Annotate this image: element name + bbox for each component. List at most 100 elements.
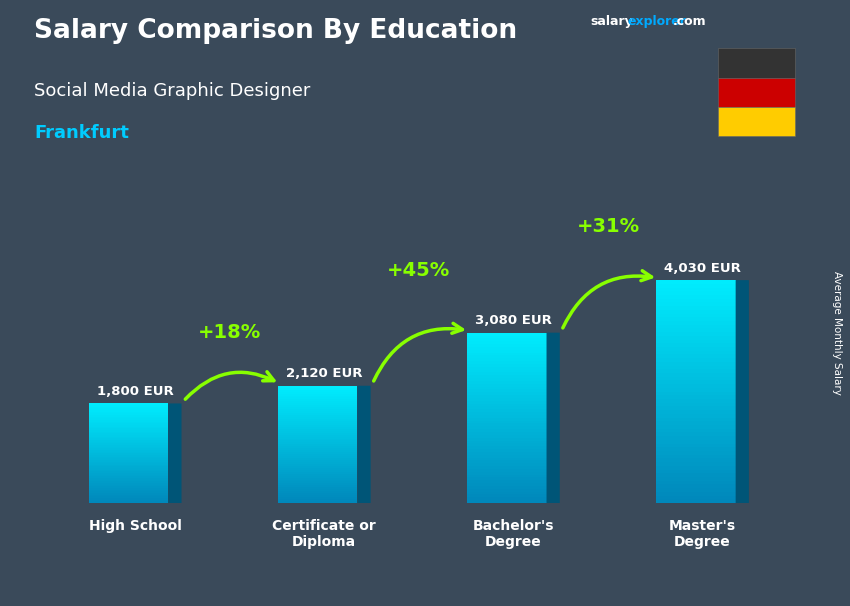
Bar — [278, 411, 357, 413]
Text: +18%: +18% — [198, 323, 261, 342]
Bar — [89, 485, 168, 487]
Bar — [89, 413, 168, 415]
Bar — [656, 447, 735, 451]
Bar — [656, 473, 735, 477]
Bar — [278, 482, 357, 484]
Bar — [278, 448, 357, 450]
Bar — [656, 391, 735, 395]
Bar — [468, 398, 547, 401]
Bar — [278, 421, 357, 423]
Bar — [89, 476, 168, 478]
Bar — [89, 447, 168, 448]
Bar — [468, 435, 547, 438]
Bar — [656, 377, 735, 381]
Bar — [89, 425, 168, 427]
Bar — [278, 484, 357, 485]
Bar — [656, 421, 735, 425]
Bar — [89, 450, 168, 451]
Bar — [89, 433, 168, 435]
Bar — [89, 430, 168, 431]
Bar — [89, 465, 168, 467]
Bar — [468, 370, 547, 373]
Bar — [278, 417, 357, 419]
Bar — [89, 440, 168, 442]
Text: High School: High School — [88, 519, 182, 533]
Bar — [656, 328, 735, 332]
Bar — [656, 395, 735, 399]
Bar — [468, 446, 547, 449]
Bar — [656, 365, 735, 369]
Bar — [89, 488, 168, 490]
Bar — [468, 458, 547, 461]
Bar — [89, 474, 168, 476]
Bar — [656, 310, 735, 313]
Bar — [89, 405, 168, 407]
Bar — [656, 484, 735, 488]
Bar — [89, 438, 168, 440]
Bar — [278, 425, 357, 427]
Bar — [89, 498, 168, 500]
Bar — [89, 445, 168, 447]
Bar — [278, 489, 357, 491]
Bar — [656, 488, 735, 492]
Bar — [278, 454, 357, 456]
Bar — [278, 501, 357, 503]
Bar — [656, 362, 735, 365]
Bar — [468, 358, 547, 361]
Bar — [89, 456, 168, 458]
Bar — [468, 427, 547, 429]
Bar — [656, 288, 735, 291]
Text: 1,800 EUR: 1,800 EUR — [97, 385, 173, 398]
Bar — [656, 280, 735, 284]
Bar — [278, 413, 357, 415]
Text: explorer: explorer — [627, 15, 686, 28]
Bar — [468, 415, 547, 418]
Bar — [278, 466, 357, 468]
Bar — [656, 284, 735, 288]
Bar — [278, 436, 357, 439]
Bar — [656, 347, 735, 351]
Bar — [278, 396, 357, 398]
Bar — [656, 496, 735, 499]
Bar — [278, 409, 357, 411]
Bar — [468, 463, 547, 466]
Bar — [278, 419, 357, 421]
Bar — [468, 466, 547, 469]
Bar — [468, 344, 547, 347]
Bar — [278, 398, 357, 399]
Bar — [656, 332, 735, 336]
Bar — [468, 353, 547, 355]
Bar — [278, 439, 357, 441]
Bar — [89, 493, 168, 494]
Bar — [89, 417, 168, 418]
Bar — [656, 403, 735, 407]
Polygon shape — [547, 333, 560, 503]
Bar — [89, 460, 168, 462]
Bar — [656, 318, 735, 321]
Bar — [656, 466, 735, 470]
Bar — [656, 339, 735, 343]
Bar — [278, 442, 357, 444]
Bar — [89, 496, 168, 498]
Bar — [89, 491, 168, 493]
Bar — [656, 295, 735, 299]
Bar — [468, 500, 547, 503]
Bar — [89, 411, 168, 413]
Bar — [278, 401, 357, 404]
Bar — [89, 415, 168, 417]
Bar — [89, 473, 168, 474]
Bar — [278, 393, 357, 396]
Text: Master's
Degree: Master's Degree — [669, 519, 736, 549]
Bar — [278, 493, 357, 495]
Bar — [89, 431, 168, 433]
Bar — [468, 364, 547, 367]
Bar — [278, 478, 357, 479]
Bar — [656, 470, 735, 473]
Bar — [656, 440, 735, 444]
Bar — [468, 355, 547, 358]
Bar — [468, 452, 547, 454]
Bar — [468, 373, 547, 375]
Bar — [89, 428, 168, 430]
Bar — [278, 405, 357, 407]
Text: Average Monthly Salary: Average Monthly Salary — [832, 271, 842, 395]
